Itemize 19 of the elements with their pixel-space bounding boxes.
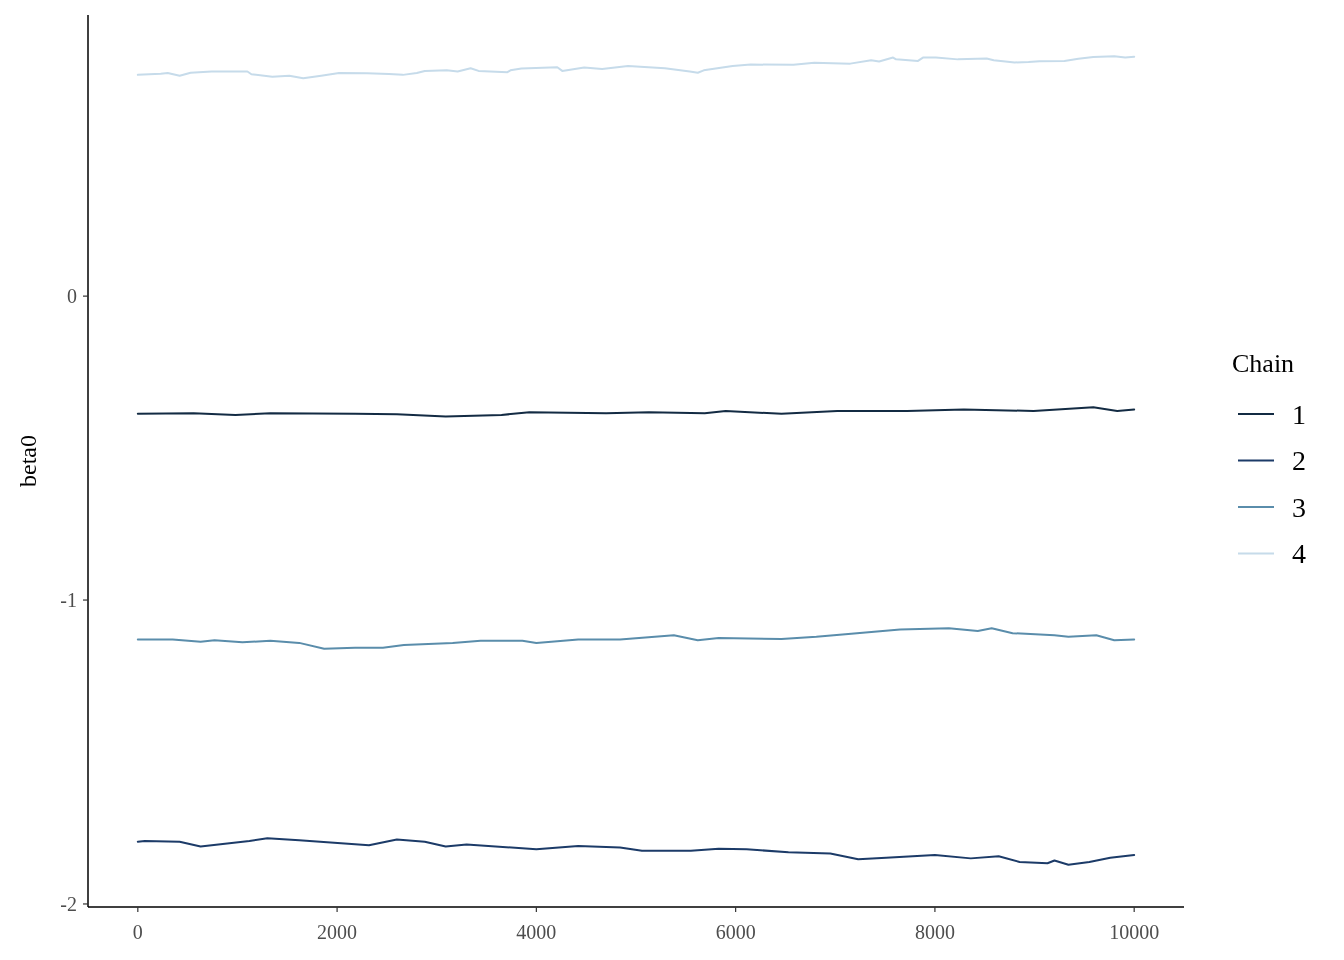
legend-label: 2 (1292, 445, 1306, 477)
x-tick-label: 6000 (715, 921, 756, 943)
legend-title: Chain (1232, 349, 1295, 378)
x-tick-label: 8000 (914, 921, 955, 943)
x-tick-label: 4000 (516, 921, 557, 943)
y-axis-title: beta0 (15, 435, 41, 487)
line-series (136, 406, 1136, 418)
line-series (136, 837, 1136, 866)
y-tick-label: -2 (60, 892, 77, 915)
x-tick-label: 10000 (1109, 921, 1160, 943)
x-tick-label: 0 (132, 921, 143, 943)
x-tick-label: 2000 (317, 921, 358, 943)
line-series (136, 55, 1136, 80)
y-tick-label: 0 (67, 285, 77, 308)
y-tick-label: -1 (60, 589, 77, 612)
legend-label: 3 (1292, 491, 1306, 523)
line-series (136, 627, 1136, 650)
legend-label: 4 (1292, 538, 1306, 570)
legend-label: 1 (1292, 398, 1306, 430)
